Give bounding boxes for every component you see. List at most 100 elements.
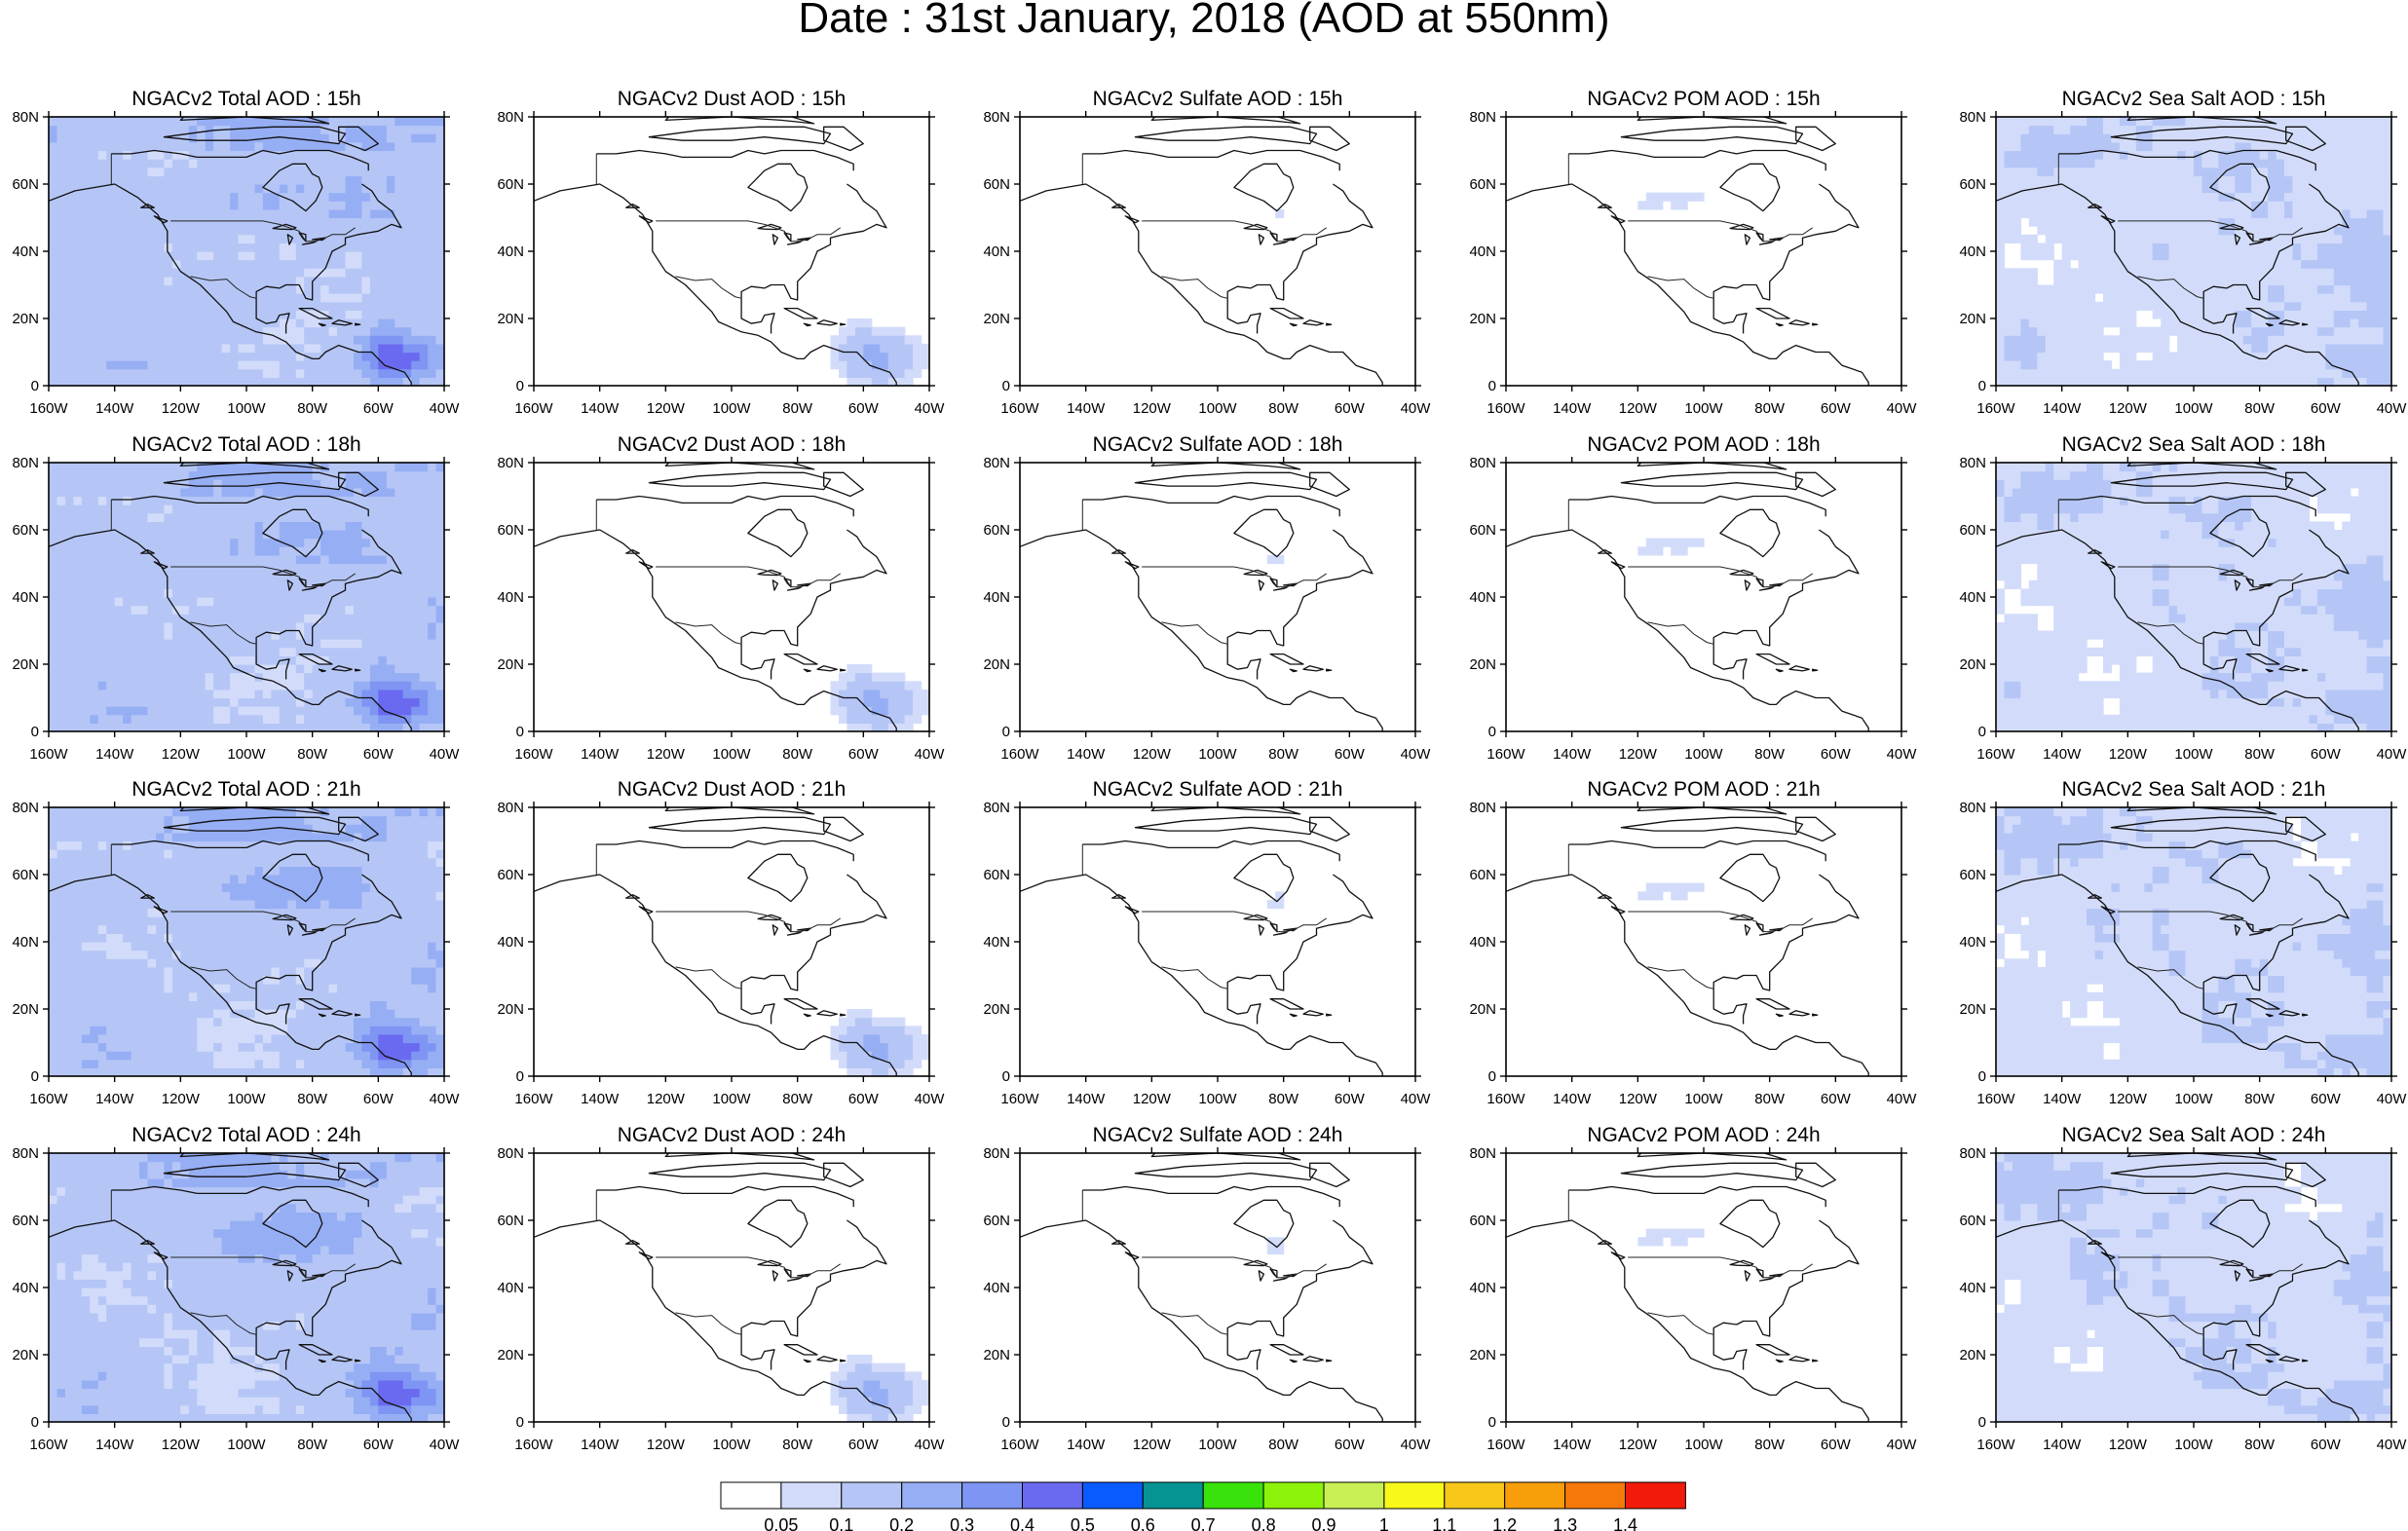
aod-cell [2070,150,2080,160]
aod-cell [2012,125,2021,134]
aod-cell [221,175,231,185]
aod-cell [221,201,231,210]
lon-tick-label: 100W [712,746,751,763]
aod-cell [354,530,363,540]
aod-cell [171,192,181,202]
aod-cell [2358,234,2368,243]
aod-cell [81,714,91,724]
aod-cell [106,167,116,176]
aod-cell [73,597,83,607]
aod-cell [156,664,166,674]
aod-cell [2333,284,2343,294]
aod-cell [2358,318,2368,328]
aod-cell [213,723,223,731]
aod-cell [2366,226,2376,236]
aod-cell [2152,175,2162,185]
aod-cell [345,175,355,185]
aod-cell [2333,175,2343,185]
aod-cell [64,208,74,219]
aod-cell [2383,125,2391,134]
aod-cell [279,293,288,303]
aod-cell [230,647,240,656]
aod-cell [2342,377,2352,386]
aod-cell [246,579,256,589]
aod-cell [139,689,149,699]
aod-cell [81,301,91,311]
aod-cell [287,293,297,303]
aod-cell [295,689,305,699]
aod-cell [73,463,83,472]
aod-cell [49,546,58,556]
aod-cell [205,554,214,565]
aod-cell [295,117,305,127]
aod-cell [180,377,190,386]
aod-cell [863,368,873,378]
aod-cell [147,714,157,724]
aod-cell [402,554,412,565]
aod-cell [2284,326,2294,336]
aod-cell [435,512,444,522]
aod-cell [164,276,173,286]
aod-cell [97,579,107,589]
aod-cell [279,697,288,707]
aod-cell [402,251,412,261]
aod-cell [2366,208,2376,219]
aod-cell [106,326,116,336]
aod-cell [2309,293,2318,303]
aod-cell [164,167,173,176]
aod-cell [221,268,231,278]
lon-tick-label: 80W [782,746,813,763]
aod-cell [147,208,157,219]
aod-cell [90,310,99,319]
aod-cell [2325,335,2335,345]
aod-cell [171,368,181,378]
aod-cell [2185,284,2195,294]
aod-cell [2309,284,2318,294]
aod-cell [2333,360,2343,370]
aod-cell [254,343,264,354]
aod-cell [2144,167,2154,176]
aod-cell [2135,167,2145,176]
aod-cell [90,563,99,573]
aod-cell [246,681,256,691]
aod-cell [287,184,297,194]
aod-cell [49,318,58,328]
aod-cell [2111,251,2121,261]
aod-cell [2127,377,2137,386]
aod-cell [213,605,223,615]
aod-cell [312,175,321,185]
aod-cell [411,672,421,682]
aod-cell [139,141,149,152]
aod-cell [2366,318,2376,328]
aod-cell [2135,141,2145,152]
aod-cell [320,284,330,294]
aod-cell [2276,368,2285,378]
aod-cell [114,217,124,227]
aod-cell [2070,192,2080,202]
aod-cell [246,201,256,210]
aod-cell [246,234,256,243]
aod-cell [2366,335,2376,345]
aod-cell [345,360,355,370]
aod-cell [147,605,157,615]
aod-cell [2209,150,2219,160]
aod-cell [73,251,83,261]
aod-cell [156,234,166,243]
aod-cell [2168,192,2178,202]
aod-cell [1996,226,2006,236]
aod-cell [435,284,444,294]
aod-cell [2375,226,2385,236]
aod-cell [2342,175,2352,185]
aod-cell [2201,117,2211,127]
aod-cell [2028,234,2038,243]
aod-cell [2316,293,2326,303]
aod-cell [271,647,281,656]
aod-cell [2226,293,2236,303]
aod-cell [97,504,107,514]
aod-cell [2185,150,2195,160]
aod-cell [419,554,429,565]
aod-cell [106,647,116,656]
aod-cell [337,579,347,589]
aod-cell [139,530,149,540]
aod-cell [428,647,437,656]
